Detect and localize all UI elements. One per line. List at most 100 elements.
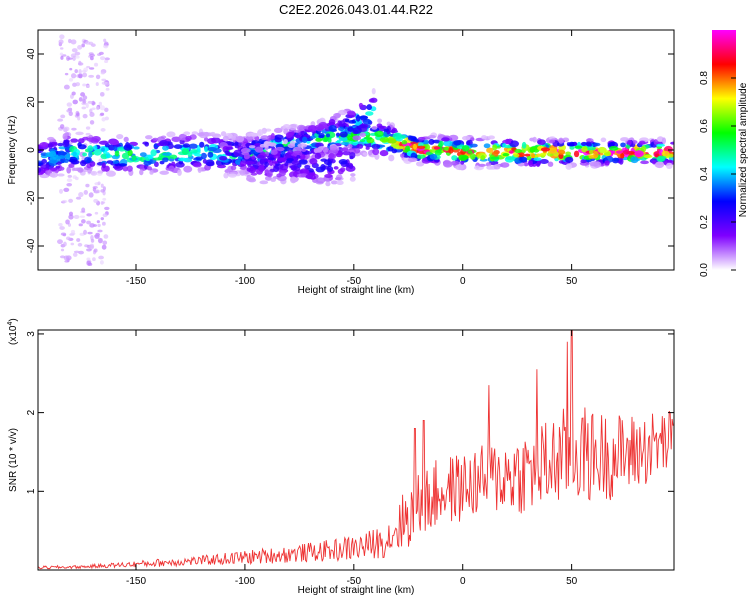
colorbar-label: Normalized spectral amplitude xyxy=(738,82,749,217)
spectrogram-cell xyxy=(159,139,169,147)
spectrogram-cell xyxy=(101,244,107,250)
spectrogram-cell xyxy=(604,160,610,166)
spectrogram-cell xyxy=(483,143,491,149)
spectrogram-cell xyxy=(89,161,96,167)
spectrogram-cell xyxy=(72,167,82,172)
figure-title: C2E2.2026.043.01.44.R22 xyxy=(279,2,433,17)
spectrogram-cell xyxy=(448,147,454,154)
spectrogram-cell xyxy=(68,211,74,216)
spectrogram-cell xyxy=(581,146,588,153)
spectrogram-cell xyxy=(395,146,404,150)
spectrogram-cell xyxy=(67,174,73,178)
spectrogram-cell xyxy=(296,173,306,178)
spectrogram-cell xyxy=(104,107,109,113)
spectrogram-cell xyxy=(81,106,87,110)
spectrogram-cell xyxy=(368,98,375,103)
spectrogram-cell xyxy=(75,196,82,200)
spectrogram-cell xyxy=(85,102,89,109)
spectrogram-cell xyxy=(58,166,65,171)
spectrogram-cell xyxy=(328,124,337,132)
spectrogram-cell xyxy=(144,142,149,147)
spectrogram-cell xyxy=(309,158,318,165)
spectrogram-cell xyxy=(78,73,83,79)
spectrogram-cell xyxy=(480,154,486,161)
spectrogram-cell xyxy=(216,164,227,169)
spectrogram-cell xyxy=(78,192,84,198)
svg-text:(x104): (x104) xyxy=(7,318,19,345)
spectrogram-cell xyxy=(531,153,536,159)
spectrogram-cell xyxy=(620,142,626,148)
spectrogram-cell xyxy=(68,111,73,117)
spectrogram-cell xyxy=(66,183,73,187)
spectrogram-cell xyxy=(91,107,96,110)
spectrogram-cell xyxy=(416,154,426,159)
spectrogram-cell xyxy=(80,92,86,97)
spectrogram-cell xyxy=(339,131,348,138)
spectrogram-cell xyxy=(292,150,303,157)
spectrogram-cell xyxy=(392,132,403,140)
spectrogram-cell xyxy=(330,180,338,185)
spectrogram-x-label: Height of straight line (km) xyxy=(298,285,415,296)
spectrogram-cell xyxy=(287,143,296,148)
spectrogram-cell xyxy=(82,152,88,157)
spectrogram-cell xyxy=(352,126,362,134)
spectrogram-cell xyxy=(100,56,106,61)
spectrogram-cell xyxy=(486,147,494,154)
colorbar-tick-label: 0.4 xyxy=(699,167,710,181)
spectrogram-cell xyxy=(59,124,65,129)
spectrogram-cell xyxy=(68,77,74,82)
spectrogram-cell xyxy=(47,142,53,150)
spectrogram-cell xyxy=(310,135,316,139)
snr-x-tick-label: 50 xyxy=(566,576,578,587)
spectrogram-cell xyxy=(460,160,465,165)
spectrogram-cell xyxy=(97,172,103,176)
spectrogram-cell xyxy=(490,156,500,160)
spectrogram-cell xyxy=(388,154,395,162)
spectrogram-cell xyxy=(100,71,105,75)
spectrogram-image xyxy=(38,30,674,270)
spectrogram-cell xyxy=(82,99,87,104)
spectrogram-cell xyxy=(74,69,78,74)
spectrogram-cell xyxy=(425,151,433,156)
spectrogram-cell xyxy=(453,140,462,146)
spectrogram-cell xyxy=(87,262,93,266)
spectrogram-cell xyxy=(104,206,110,211)
spectrogram-cell xyxy=(235,135,245,143)
spectrogram-cell xyxy=(70,229,76,234)
spectrogram-cell xyxy=(58,223,63,227)
spectrogram-cell xyxy=(293,129,301,133)
spectrogram-cell xyxy=(509,140,520,148)
spectrogram-cell xyxy=(289,176,297,184)
spectrogram-cell xyxy=(100,183,104,188)
spectrogram-cell xyxy=(60,55,64,60)
spectrogram-cell xyxy=(105,152,111,159)
spectrogram-cell xyxy=(98,51,104,55)
spectrogram-cell xyxy=(451,155,458,161)
spectrogram-cell xyxy=(500,162,510,168)
spectrogram-cell xyxy=(146,166,153,171)
spectrogram-cell xyxy=(101,81,108,85)
spectrogram-cell xyxy=(65,236,71,241)
spectrogram-cell xyxy=(187,151,193,158)
spectrogram-cell xyxy=(283,138,288,145)
spectrogram-cell xyxy=(362,152,368,156)
spectrogram-cell xyxy=(60,248,65,252)
spectrogram-cell xyxy=(271,160,279,164)
spectrogram-cell xyxy=(296,124,306,132)
spectrogram-cell xyxy=(320,163,326,171)
spectrogram-cell xyxy=(270,149,278,155)
spectrogram-cell xyxy=(48,159,59,164)
spectrogram-cell xyxy=(100,128,106,132)
spectrogram-cell xyxy=(75,55,80,59)
spectrogram-cell xyxy=(625,144,631,150)
spectrogram-cell xyxy=(113,145,118,152)
spectrogram-cell xyxy=(540,147,551,152)
spectrogram-cell xyxy=(270,133,276,140)
snr-y-label: SNR (10 * v/v) xyxy=(8,428,19,492)
spectrogram-cell xyxy=(608,146,619,151)
spectrogram-cell xyxy=(335,132,341,137)
spectrogram-cell xyxy=(62,133,68,140)
spectrogram-cell xyxy=(70,242,75,246)
snr-panel: -150 -100 -50 0 50 1 2 3 Height of straight lin… xyxy=(7,318,675,596)
spectrogram-cell xyxy=(248,145,256,149)
